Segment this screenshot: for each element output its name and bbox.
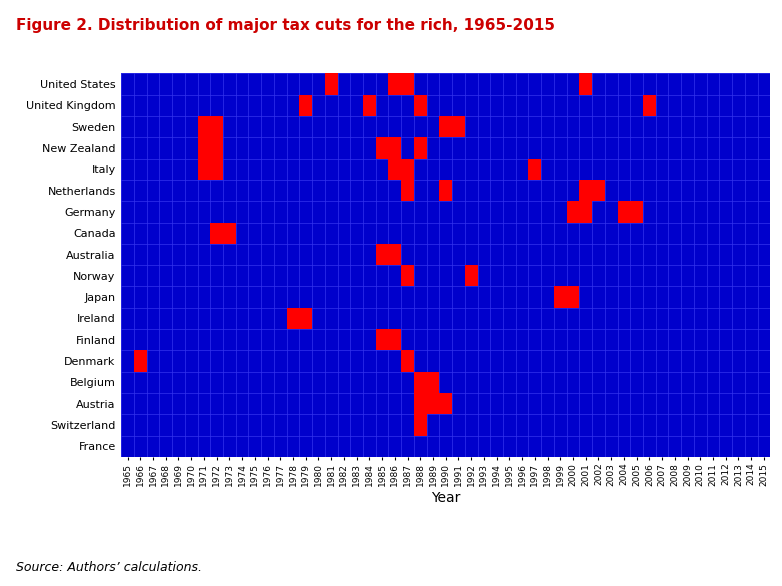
FancyBboxPatch shape	[198, 137, 210, 159]
FancyBboxPatch shape	[567, 287, 579, 308]
FancyBboxPatch shape	[427, 393, 439, 414]
FancyBboxPatch shape	[465, 265, 478, 287]
FancyBboxPatch shape	[300, 94, 312, 116]
FancyBboxPatch shape	[375, 137, 389, 159]
FancyBboxPatch shape	[134, 350, 147, 372]
FancyBboxPatch shape	[389, 329, 401, 350]
FancyBboxPatch shape	[223, 223, 235, 244]
FancyBboxPatch shape	[401, 350, 414, 372]
FancyBboxPatch shape	[529, 159, 541, 180]
FancyBboxPatch shape	[427, 372, 439, 393]
FancyBboxPatch shape	[643, 94, 656, 116]
FancyBboxPatch shape	[554, 287, 567, 308]
FancyBboxPatch shape	[210, 137, 223, 159]
Text: Source: Authors’ calculations.: Source: Authors’ calculations.	[16, 561, 202, 574]
FancyBboxPatch shape	[363, 94, 375, 116]
FancyBboxPatch shape	[389, 244, 401, 265]
FancyBboxPatch shape	[579, 180, 592, 201]
FancyBboxPatch shape	[210, 223, 223, 244]
FancyBboxPatch shape	[300, 308, 312, 329]
FancyBboxPatch shape	[414, 393, 427, 414]
FancyBboxPatch shape	[389, 137, 401, 159]
FancyBboxPatch shape	[439, 180, 452, 201]
FancyBboxPatch shape	[210, 116, 223, 137]
FancyBboxPatch shape	[401, 159, 414, 180]
FancyBboxPatch shape	[618, 201, 630, 223]
FancyBboxPatch shape	[389, 73, 401, 94]
Text: Figure 2. Distribution of major tax cuts for the rich, 1965-2015: Figure 2. Distribution of major tax cuts…	[16, 18, 554, 33]
FancyBboxPatch shape	[630, 201, 643, 223]
FancyBboxPatch shape	[579, 73, 592, 94]
FancyBboxPatch shape	[579, 201, 592, 223]
FancyBboxPatch shape	[389, 159, 401, 180]
FancyBboxPatch shape	[414, 372, 427, 393]
FancyBboxPatch shape	[414, 94, 427, 116]
FancyBboxPatch shape	[452, 116, 465, 137]
FancyBboxPatch shape	[439, 116, 452, 137]
FancyBboxPatch shape	[375, 244, 389, 265]
FancyBboxPatch shape	[375, 329, 389, 350]
FancyBboxPatch shape	[198, 159, 210, 180]
FancyBboxPatch shape	[287, 308, 300, 329]
FancyBboxPatch shape	[414, 414, 427, 436]
FancyBboxPatch shape	[401, 73, 414, 94]
FancyBboxPatch shape	[592, 180, 604, 201]
FancyBboxPatch shape	[325, 73, 338, 94]
FancyBboxPatch shape	[401, 180, 414, 201]
X-axis label: Year: Year	[431, 491, 461, 505]
FancyBboxPatch shape	[401, 265, 414, 287]
FancyBboxPatch shape	[198, 116, 210, 137]
FancyBboxPatch shape	[414, 137, 427, 159]
FancyBboxPatch shape	[210, 159, 223, 180]
FancyBboxPatch shape	[567, 201, 579, 223]
FancyBboxPatch shape	[439, 393, 452, 414]
